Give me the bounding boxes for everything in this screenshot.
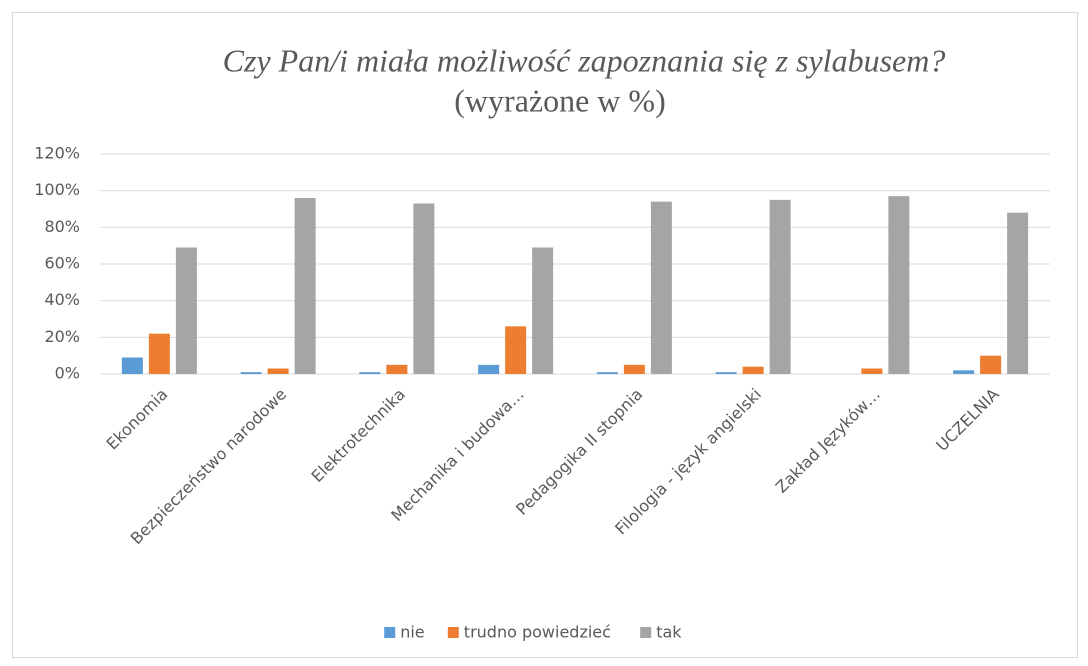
bar [650,201,672,374]
bar [359,372,381,374]
bar [478,364,500,374]
bar [386,364,408,374]
y-tick-label: 60% [44,254,80,273]
bar [953,370,975,374]
legend-label: tak [656,623,682,642]
bar [505,326,527,374]
chart-subtitle: (wyrażone w %) [454,82,665,118]
bar [888,196,910,374]
bar [861,368,883,374]
bar [742,366,764,374]
bar [240,372,262,374]
bar [294,198,316,374]
bar [715,372,737,374]
bar [532,247,554,374]
y-tick-label: 20% [44,327,80,346]
bar [769,199,791,374]
y-tick-label: 100% [34,180,80,199]
chart-title: Czy Pan/i miała możliwość zapoznania się… [223,42,946,78]
y-tick-label: 80% [44,217,80,236]
bar [623,364,645,374]
bar [1007,212,1029,374]
legend-swatch [447,627,459,638]
y-tick-label: 120% [34,144,80,163]
legend-label: nie [400,623,424,642]
y-tick-label: 40% [44,290,80,309]
legend-swatch [384,627,396,638]
bar [413,203,435,374]
bar [121,357,143,374]
y-tick-label: 0% [55,364,80,383]
bar [175,247,197,374]
legend-label: trudno powiedzieć [464,623,611,642]
bar [267,368,289,374]
bar [148,333,170,374]
bar [980,355,1002,374]
bar [596,372,618,374]
legend-swatch [640,627,652,638]
